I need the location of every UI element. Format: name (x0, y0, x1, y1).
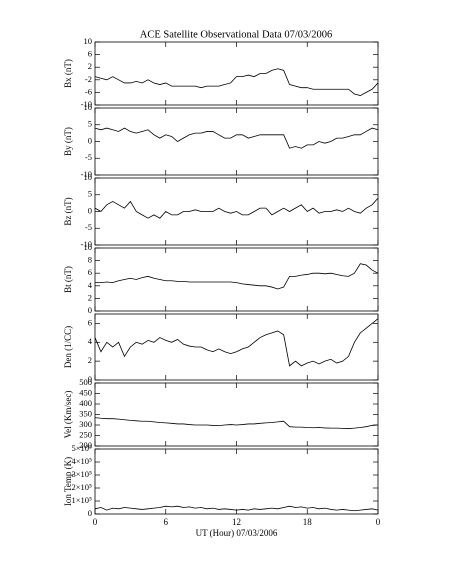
y-tick-label: 0 (88, 135, 92, 145)
y-tick-label: 300 (79, 419, 92, 429)
y-tick-label: 0 (88, 205, 92, 215)
y-tick-label: -2 (85, 74, 92, 84)
data-line (94, 68, 379, 96)
y-tick-label: 2 (88, 355, 92, 365)
y-tick-label: 200 (79, 440, 92, 450)
y-tick-label: 2 (88, 61, 92, 71)
y-tick-label: 1×10⁵ (71, 495, 92, 505)
data-line (94, 127, 379, 149)
x-tick-label: 12 (232, 517, 241, 527)
y-axis-label: Den (1/CC) (63, 326, 73, 368)
y-tick-label: 6 (88, 49, 92, 59)
y-tick-label: -10 (81, 169, 92, 179)
x-tick-label: 0 (93, 517, 98, 527)
x-tick-label: 6 (164, 517, 169, 527)
y-tick-label: 0 (88, 374, 92, 384)
y-tick-label: 0 (88, 508, 92, 518)
y-tick-label: 10 (84, 172, 93, 182)
y-axis-label: Ion Temp (K) (63, 457, 73, 506)
y-tick-label: 6 (88, 267, 92, 277)
y-axis-label: Bx (nT) (63, 59, 73, 88)
y-tick-label: 4×10⁵ (71, 456, 92, 466)
y-tick-label: 5 (88, 189, 92, 199)
y-tick-label: 5 (88, 119, 92, 129)
data-line (94, 417, 379, 429)
y-axis-label: By (nT) (63, 127, 73, 156)
y-tick-label: -10 (81, 239, 92, 249)
y-tick-label: 8 (88, 255, 92, 265)
y-tick-label: 10 (84, 102, 93, 112)
y-tick-label: -10 (81, 99, 92, 109)
y-tick-label: 3×10⁵ (71, 469, 92, 479)
x-tick-label: 0 (376, 517, 381, 527)
y-tick-label: 0 (88, 305, 92, 315)
data-line (94, 197, 379, 219)
y-tick-label: 2×10⁵ (71, 482, 92, 492)
y-tick-label: 350 (79, 408, 92, 418)
y-axis-label: Bt (nT) (63, 266, 73, 293)
data-line (94, 318, 379, 367)
y-tick-label: 2 (88, 292, 92, 302)
data-line (95, 263, 379, 290)
y-tick-label: 450 (79, 387, 92, 397)
y-tick-label: 500 (79, 377, 92, 387)
y-tick-label: 4 (88, 336, 93, 346)
y-tick-label: 6 (88, 317, 92, 327)
x-tick-label: 18 (303, 517, 313, 527)
y-tick-label: 400 (79, 398, 92, 408)
y-axis-label: Bz (nT) (63, 197, 73, 225)
y-tick-label: -6 (85, 86, 92, 96)
y-tick-label: 10 (84, 242, 93, 252)
y-axis-label: Vel (Km/sec) (63, 391, 73, 439)
y-tick-label: -5 (85, 222, 92, 232)
y-tick-label: -5 (85, 152, 92, 162)
x-axis-label: UT (Hour) 07/03/2006 (196, 528, 278, 538)
y-tick-label: 250 (79, 429, 92, 439)
y-tick-label: 4 (88, 280, 93, 290)
data-line (94, 505, 379, 512)
y-tick-label: 10 (84, 36, 93, 46)
y-tick-label: 5×10⁵ (71, 443, 92, 453)
chart-title: ACE Satellite Observational Data 07/03/2… (140, 29, 332, 40)
